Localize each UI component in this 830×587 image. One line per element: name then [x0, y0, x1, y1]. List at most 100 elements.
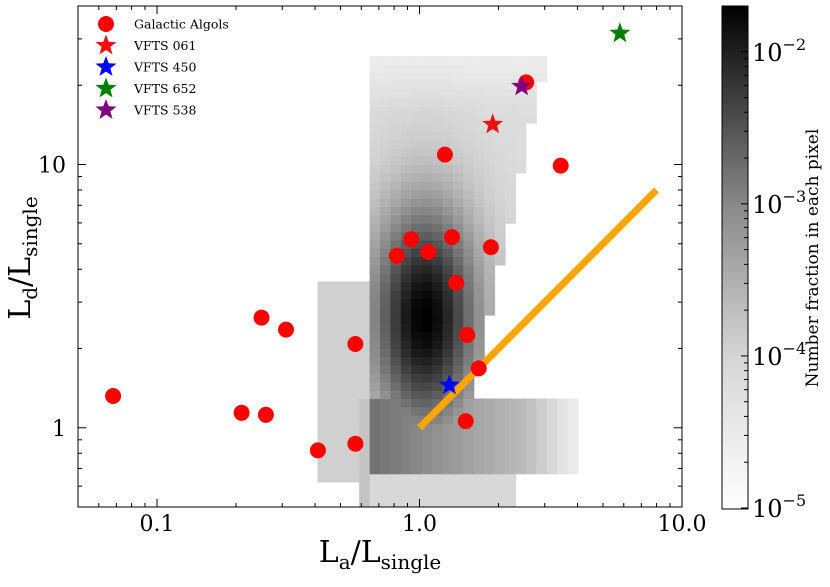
heatmap-cell [359, 465, 371, 475]
heatmap-cell [505, 139, 516, 149]
heatmap-cell [525, 89, 537, 99]
heatmap-cell [452, 256, 464, 266]
heatmap-cell [369, 131, 381, 141]
heatmap-cell [400, 81, 412, 91]
heatmap-cell [442, 114, 454, 124]
heatmap-cell [484, 131, 496, 141]
heatmap-cell [411, 189, 423, 199]
heatmap-cell [359, 340, 371, 349]
heatmap-cell [421, 323, 433, 333]
heatmap-cell [505, 406, 516, 416]
heatmap-cell [390, 181, 402, 191]
heatmap-cell [390, 64, 402, 74]
heatmap-cell [411, 431, 423, 441]
heatmap-cell [557, 456, 568, 466]
heatmap-cell [380, 131, 391, 141]
heatmap-cell [452, 365, 464, 374]
heatmap-cell [494, 406, 506, 416]
heatmap-cell [484, 289, 496, 299]
heatmap-cell [452, 423, 464, 433]
heatmap-cell [442, 106, 454, 116]
heatmap-cell [400, 206, 412, 216]
heatmap-cell [484, 89, 496, 99]
heatmap-cell [380, 390, 391, 400]
galactic-algol-point [253, 309, 270, 326]
heatmap-cell [327, 365, 339, 374]
heatmap-cell [484, 431, 496, 441]
legend-marker [95, 77, 117, 98]
heatmap-cell [400, 122, 412, 132]
heatmap-cell [411, 156, 423, 166]
heatmap-cell [452, 264, 464, 274]
heatmap-cell [421, 72, 433, 82]
heatmap-cell [400, 323, 412, 333]
heatmap-cell [432, 440, 444, 450]
heatmap-cell [536, 72, 548, 82]
heatmap-cell [505, 214, 516, 224]
heatmap-cell [473, 348, 485, 358]
heatmap-cell [515, 423, 527, 433]
heatmap-cell [400, 348, 412, 358]
heatmap-cell [380, 465, 391, 475]
heatmap-cell [369, 331, 381, 341]
heatmap-cell [411, 81, 423, 91]
heatmap-cell [421, 448, 433, 458]
heatmap-cell [421, 214, 433, 224]
heatmap-cell [421, 56, 433, 65]
galactic-algol-point [457, 413, 474, 430]
heatmap-cell [463, 289, 475, 299]
heatmap-cell [505, 398, 516, 408]
heatmap-cell [442, 498, 454, 507]
heatmap-cell [473, 56, 485, 65]
heatmap-cell [400, 281, 412, 291]
heatmap-cell [338, 315, 350, 324]
heatmap-cell [473, 156, 485, 166]
legend-marker [95, 34, 117, 55]
heatmap-cell [380, 214, 391, 224]
heatmap-cell [338, 306, 350, 316]
heatmap-cell [390, 315, 402, 324]
heatmap-cell [432, 398, 444, 408]
vfts-450-star [439, 374, 460, 395]
heatmap-cell [473, 72, 485, 82]
heatmap-cell [442, 239, 454, 249]
heatmap-cell [432, 97, 444, 107]
heatmap-cell [327, 473, 339, 483]
x-tick-label: 0.1 [140, 512, 175, 537]
heatmap-cell [390, 89, 402, 99]
heatmap-cell [380, 381, 391, 391]
heatmap-cell [505, 198, 516, 207]
heatmap-cell [515, 448, 527, 458]
heatmap-cell [442, 97, 454, 107]
heatmap-cell [494, 431, 506, 441]
heatmap-cell [411, 465, 423, 475]
heatmap-cell [359, 289, 371, 299]
heatmap-cell [546, 465, 558, 475]
heatmap-cell [421, 206, 433, 216]
heatmap-cell [536, 465, 548, 475]
heatmap-cell [505, 431, 516, 441]
heatmap-cell [505, 148, 516, 157]
heatmap-cell [400, 340, 412, 349]
heatmap-cell [452, 181, 464, 191]
heatmap-cell [442, 315, 454, 324]
heatmap-cell [463, 431, 475, 441]
heatmap-cell [400, 373, 412, 383]
heatmap-cell [317, 365, 329, 374]
heatmap-cell [505, 72, 516, 82]
heatmap-cell [380, 156, 391, 166]
heatmap-cell [494, 139, 506, 149]
heatmap-cell [442, 440, 454, 450]
galactic-algol-point [420, 244, 437, 260]
heatmap-cell [494, 72, 506, 82]
heatmap-cell [369, 289, 381, 299]
heatmap-cell [359, 348, 371, 358]
heatmap-cell [473, 81, 485, 91]
heatmap-cell [411, 173, 423, 182]
heatmap-cell [515, 114, 527, 124]
heatmap-cell [380, 331, 391, 341]
heatmap-cell [411, 181, 423, 191]
heatmap-cell [411, 298, 423, 308]
heatmap-cell [452, 189, 464, 199]
heatmap-cell [411, 315, 423, 324]
